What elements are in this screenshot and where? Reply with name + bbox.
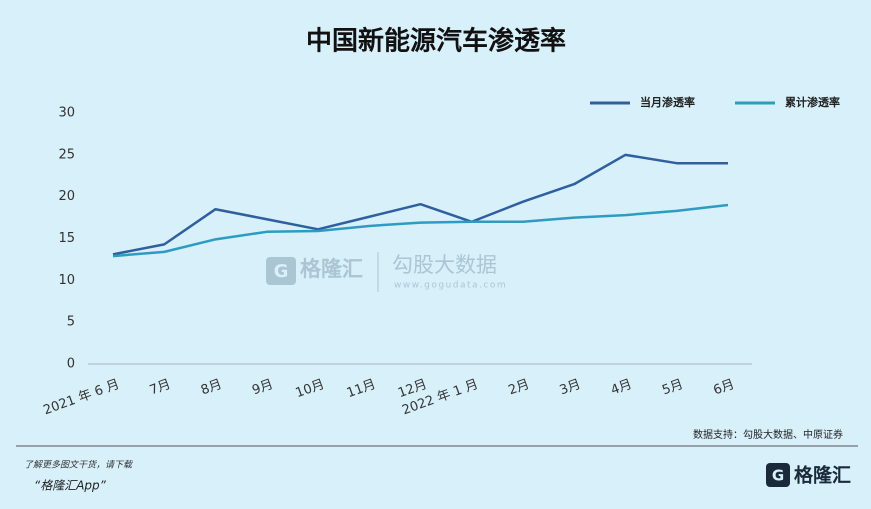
watermark-url: www.gogudata.com [394,281,507,291]
y-tick-label: 0 [67,357,75,372]
watermark-logo-letter: G [274,261,289,282]
y-tick-label: 5 [67,315,75,330]
x-tick-label: 5月 [660,377,685,398]
watermark-name: 勾股大数据 [392,253,497,277]
y-tick-label: 30 [58,106,75,121]
footer-text: 了解更多图文干货，请下载 [24,460,133,471]
watermark-logo [266,257,296,285]
footer-app: “格隆汇App” [34,479,107,493]
chart-title: 中国新能源汽车渗透率 [306,26,566,57]
watermark-brand: 格隆汇 [300,257,363,281]
source-note: 数据支持：勾股大数据、中原证券 [693,428,843,441]
footer-logo-letter: G [772,467,784,485]
x-tick-label: 4月 [609,377,634,398]
x-tick-label: 8月 [199,377,224,398]
legend-label: 当月渗透率 [640,95,695,109]
watermark: G 格隆汇 勾股大数据 www.gogudata.com [266,252,507,292]
y-tick-label: 10 [58,273,75,288]
x-tick-label: 9月 [250,377,275,398]
y-tick-label: 25 [58,147,75,162]
y-tick-label: 15 [58,231,75,246]
series-line [112,153,728,256]
x-tick-label: 3月 [558,377,583,398]
y-tick-label: 20 [58,189,75,204]
footer-logo-icon [766,463,790,487]
x-tick-label: 2月 [506,377,531,398]
footer-logo: 格隆汇 [794,464,851,487]
legend-label: 累计渗透率 [785,95,840,109]
series-line [112,203,729,258]
x-tick-label: 6月 [711,377,736,398]
x-tick-label: 7月 [148,377,173,398]
